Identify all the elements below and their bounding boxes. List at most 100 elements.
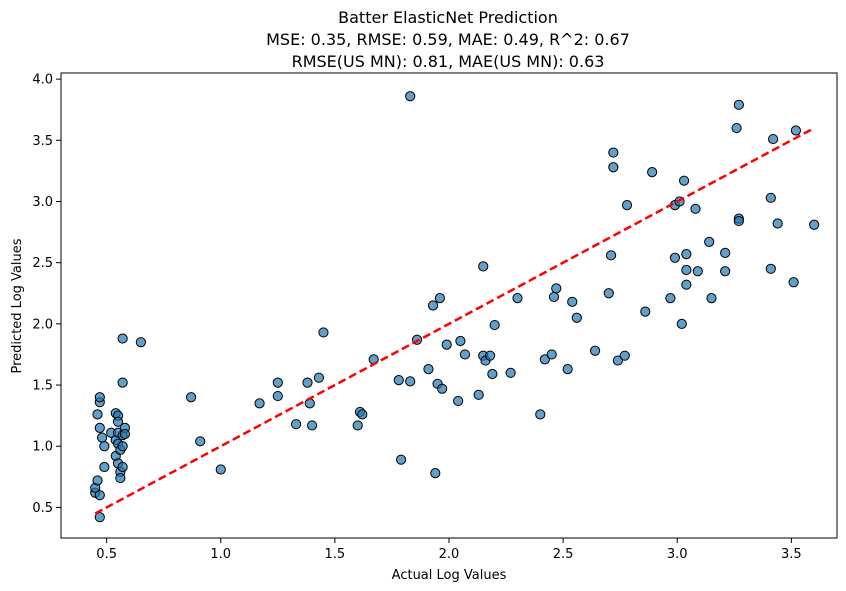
data-point [459, 349, 471, 360]
data-point [562, 364, 573, 375]
data-point [94, 512, 105, 523]
data-point [567, 296, 578, 307]
y-axis-label: Predicted Log Values [10, 238, 25, 373]
data-point [603, 288, 614, 299]
data-point [119, 428, 131, 440]
data-point [272, 390, 283, 402]
x-tick-label: 1.0 [210, 547, 231, 562]
data-point [302, 377, 313, 388]
data-point [619, 350, 630, 361]
data-point [215, 464, 226, 475]
y-tick-label: 1.0 [32, 440, 53, 455]
y-tick-label: 3.5 [32, 134, 53, 149]
data-point [704, 236, 715, 247]
data-point [512, 293, 523, 304]
data-point [254, 398, 265, 409]
x-tick-label: 3.5 [781, 547, 802, 562]
data-point [94, 422, 105, 433]
data-point [505, 367, 516, 378]
data-point [96, 432, 108, 443]
data-point [665, 293, 676, 304]
y-axis: 0.5 1.0 1.5 2.0 2.5 3.0 3.5 4.0 [32, 73, 61, 516]
data-point [809, 219, 820, 230]
data-point [117, 333, 128, 344]
plot-area [90, 91, 820, 523]
data-point [612, 355, 623, 366]
data-point [790, 125, 802, 136]
y-tick-label: 2.0 [32, 317, 53, 332]
x-tick-label: 3.0 [667, 547, 688, 562]
data-point [690, 203, 701, 214]
y-tick-label: 2.5 [32, 256, 53, 271]
data-point [92, 475, 103, 486]
data-point [535, 409, 546, 420]
data-point [788, 277, 799, 288]
data-point [437, 383, 448, 394]
chart-subtitle-us-metrics: RMSE(US MN): 0.81, MAE(US MN): 0.63 [292, 52, 605, 71]
data-point [135, 337, 146, 348]
data-point [115, 472, 126, 484]
data-point [605, 250, 617, 261]
data-point [92, 409, 103, 420]
data-point [608, 147, 619, 158]
data-point [99, 461, 110, 473]
data-point [272, 377, 283, 388]
data-point [352, 420, 363, 431]
data-point [571, 312, 582, 323]
data-point [94, 392, 105, 403]
data-point [395, 454, 407, 465]
data-point [423, 364, 434, 375]
data-point [455, 335, 466, 347]
data-point [551, 283, 562, 294]
data-point [608, 162, 619, 173]
data-point [678, 175, 690, 186]
data-point [195, 436, 206, 447]
data-point [306, 420, 318, 431]
data-point [733, 99, 744, 110]
data-point [720, 266, 731, 277]
data-point [589, 345, 601, 356]
x-tick-label: 0.5 [96, 547, 117, 562]
y-tick-label: 0.5 [32, 501, 53, 516]
data-point [441, 339, 452, 350]
data-point [720, 247, 731, 258]
y-tick-label: 1.5 [32, 379, 53, 394]
data-point [767, 133, 779, 145]
data-point [731, 122, 742, 134]
data-point [681, 279, 692, 290]
data-point [647, 167, 658, 178]
data-point [669, 252, 681, 263]
data-point [117, 441, 128, 452]
data-point [484, 350, 496, 361]
data-point [393, 375, 404, 386]
data-point [681, 249, 692, 260]
data-point [676, 318, 687, 329]
data-point [772, 218, 783, 229]
data-point [765, 263, 776, 274]
data-point [548, 291, 560, 303]
data-point [539, 354, 550, 365]
x-tick-label: 2.0 [439, 547, 460, 562]
data-point [733, 215, 744, 227]
data-point [112, 416, 124, 427]
data-point [487, 368, 498, 380]
x-tick-label: 1.5 [325, 547, 346, 562]
data-point [318, 327, 329, 338]
data-point [473, 389, 484, 400]
data-point [546, 349, 557, 360]
reference-line [94, 126, 815, 515]
chart-title: Batter ElasticNet Prediction [338, 8, 558, 27]
data-point [765, 192, 776, 203]
data-point [692, 266, 703, 277]
data-point [621, 200, 633, 211]
data-point [290, 419, 302, 430]
x-tick-label: 2.5 [553, 547, 574, 562]
x-axis-label: Actual Log Values [392, 568, 507, 583]
data-point [489, 319, 500, 331]
data-point [430, 468, 441, 479]
x-axis: 0.5 1.0 1.5 2.0 2.5 3.0 3.5 [96, 538, 802, 562]
data-point [434, 293, 445, 304]
chart-subtitle-metrics: MSE: 0.35, RMSE: 0.59, MAE: 0.49, R^2: 0… [266, 30, 630, 49]
